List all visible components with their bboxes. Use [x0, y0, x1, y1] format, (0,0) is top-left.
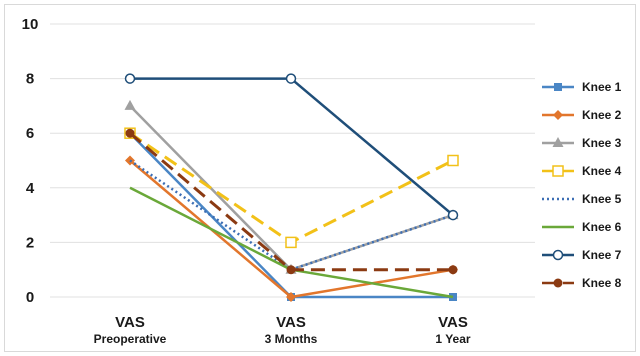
legend-item-knee-8: Knee 8 — [542, 276, 622, 290]
series-knee-7 — [124, 73, 459, 221]
data-point-knee-8 — [125, 128, 135, 138]
series-knee-5 — [129, 159, 454, 271]
y-tick-label: 4 — [26, 180, 35, 197]
data-point-knee-3 — [124, 99, 136, 110]
x-category-label: VAS — [276, 314, 306, 331]
data-point-knee-4 — [447, 154, 459, 167]
data-point-knee-2 — [286, 292, 296, 302]
data-point-knee-8 — [448, 265, 458, 275]
x-category-sublabel: 3 Months — [265, 332, 318, 346]
legend-marker — [553, 110, 563, 120]
legend-label: Knee 6 — [582, 220, 622, 234]
legend-label: Knee 1 — [582, 80, 622, 94]
series-line-knee-5 — [129, 159, 454, 271]
y-tick-label: 0 — [26, 289, 34, 306]
legend-item-knee-3: Knee 3 — [542, 136, 622, 150]
x-category-sublabel: 1 Year — [435, 332, 470, 346]
y-tick-label: 6 — [26, 125, 34, 142]
legend-label: Knee 8 — [582, 276, 622, 290]
data-point-knee-4 — [285, 236, 297, 249]
legend-item-knee-5: Knee 5 — [542, 192, 622, 206]
legend-label: Knee 5 — [582, 192, 622, 206]
series-knee-8 — [125, 128, 458, 275]
y-tick-label: 8 — [26, 71, 34, 88]
legend-item-knee-6: Knee 6 — [542, 220, 622, 234]
x-category-label: VAS — [438, 314, 468, 331]
chart-frame — [4, 4, 636, 352]
legend-item-knee-7: Knee 7 — [542, 248, 622, 262]
legend-label: Knee 3 — [582, 136, 622, 150]
x-category-label: VAS — [115, 314, 145, 331]
data-point-knee-7 — [285, 73, 297, 84]
legend-item-knee-4: Knee 4 — [542, 164, 622, 178]
legend-item-knee-2: Knee 2 — [542, 108, 622, 122]
legend-label: Knee 7 — [582, 248, 622, 262]
legend-marker — [554, 83, 562, 91]
legend-marker — [552, 165, 564, 177]
legend-label: Knee 4 — [582, 164, 622, 178]
legend-item-knee-1: Knee 1 — [542, 80, 622, 94]
series-line-knee-7 — [130, 77, 454, 217]
legend-marker — [553, 278, 563, 288]
legend-marker — [552, 137, 564, 147]
y-tick-label: 2 — [26, 234, 34, 251]
series-knee-1 — [126, 129, 457, 301]
data-point-knee-7 — [124, 73, 136, 84]
legend-marker — [552, 249, 564, 261]
y-tick-label: 10 — [22, 16, 39, 33]
data-point-knee-8 — [286, 265, 296, 275]
x-category-sublabel: Preoperative — [94, 332, 167, 346]
legend-label: Knee 2 — [582, 108, 622, 122]
data-point-knee-7 — [447, 209, 459, 221]
